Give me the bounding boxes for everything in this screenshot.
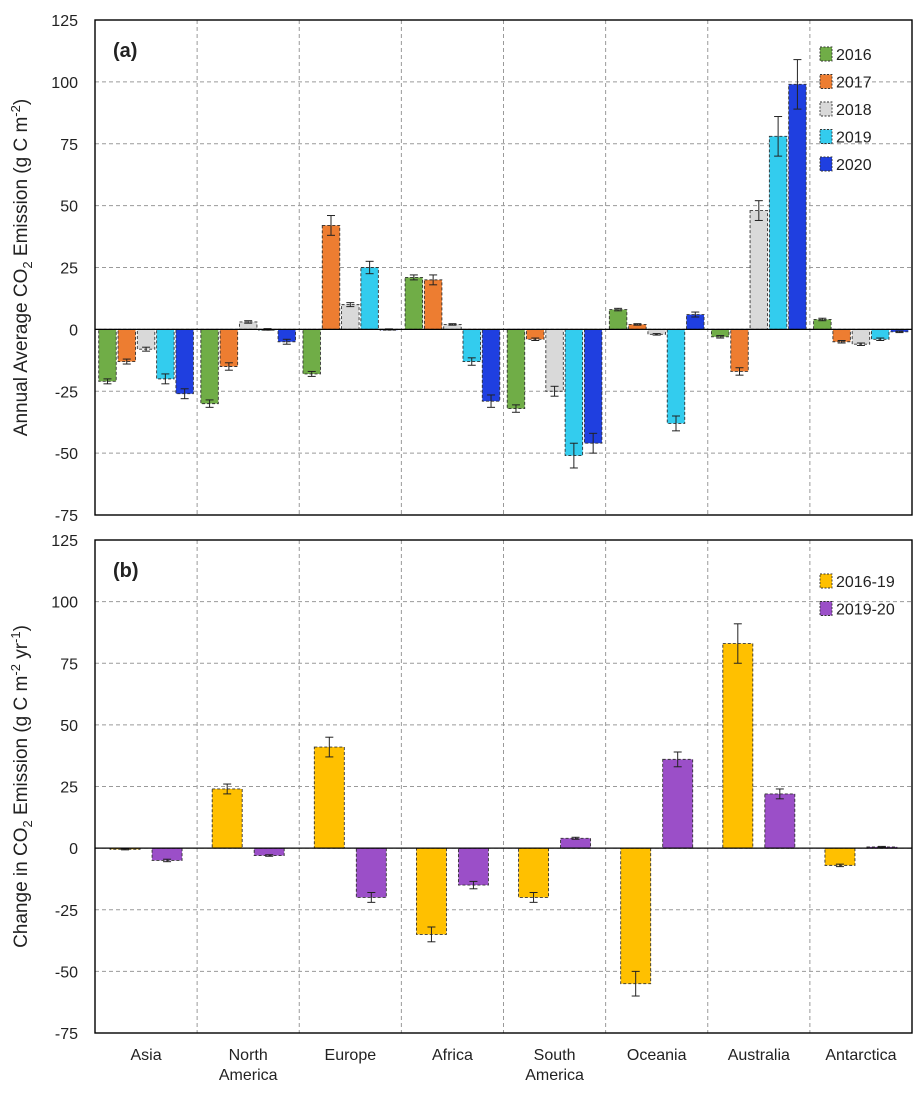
y-axis-label: Annual Average CO2 Emission (g C m-2) xyxy=(8,99,35,436)
legend-swatch-2017 xyxy=(819,74,833,89)
category-label-antarctica: Antarctica xyxy=(825,1047,896,1064)
bar-2020-north-america xyxy=(277,328,296,343)
bar-2020-asia xyxy=(175,328,194,395)
bar-2016-19-north-america xyxy=(211,788,243,849)
bar-2016-19-south-america xyxy=(518,847,550,898)
bar-2017-europe xyxy=(321,224,341,330)
bar-2017-asia xyxy=(117,328,136,362)
bar-2016-australia xyxy=(711,328,730,338)
bar-2016-africa xyxy=(404,276,424,330)
bar-2016-europe xyxy=(302,328,321,375)
panel-label: (a) xyxy=(113,40,137,62)
bar-2019-australia xyxy=(768,135,788,330)
y-tick-label: 100 xyxy=(51,595,78,612)
legend-label-2020: 2020 xyxy=(836,157,872,174)
y-tick-label: -50 xyxy=(55,964,78,981)
y-tick-label: 125 xyxy=(51,13,78,30)
bar-2018-south-america xyxy=(545,328,564,392)
y-tick-label: 0 xyxy=(69,841,78,858)
y-axis-label: Change in CO2 Emission (g C m-2 yr-1) xyxy=(8,625,35,948)
legend-swatch-2018 xyxy=(819,101,833,117)
category-label-australia: Australia xyxy=(728,1047,790,1064)
y-tick-label: -75 xyxy=(55,508,78,525)
y-tick-label: 100 xyxy=(51,75,78,92)
y-tick-label: 75 xyxy=(60,137,78,154)
plot-frame xyxy=(94,19,913,516)
bar-2020-africa xyxy=(481,328,501,402)
y-tick-label: -50 xyxy=(55,446,78,463)
bar-2019-africa xyxy=(462,328,481,362)
y-tick-label: 0 xyxy=(69,322,78,339)
bar-2018-antarctica xyxy=(851,328,871,345)
bar-2016-south-america xyxy=(506,328,526,410)
category-axis: Asia North America Europe Africa South America… xyxy=(131,1047,897,1084)
y-tick-label: -75 xyxy=(55,1026,78,1043)
panel-label: (b) xyxy=(113,560,139,582)
y-tick-label: 75 xyxy=(60,656,78,673)
legend-label-2019: 2019 xyxy=(836,130,872,147)
bar-2017-africa xyxy=(423,279,443,330)
bar-2016-19-africa xyxy=(415,847,447,935)
bar-2019-20-africa xyxy=(457,847,489,886)
bar-2016-north-america xyxy=(200,328,219,405)
bar-2016-asia xyxy=(98,328,117,382)
y-tick-label: 125 xyxy=(51,533,78,550)
y-tick-label: 25 xyxy=(60,780,78,797)
bar-2019-20-oceania xyxy=(662,758,694,849)
category-label-south-america: South America xyxy=(525,1047,584,1084)
category-label-oceania: Oceania xyxy=(627,1047,687,1064)
bar-2019-europe xyxy=(360,267,379,330)
bar-2016-19-australia xyxy=(722,643,754,849)
panel-a: 125 100 75 50 25 0 -25 -50 -75 (a) 2016 2017 2018 201… xyxy=(8,13,913,525)
bar-2019-oceania xyxy=(666,328,686,424)
bar-2016-19-europe xyxy=(313,746,345,849)
bar-2017-north-america xyxy=(219,328,239,367)
category-label-europe: Europe xyxy=(325,1047,377,1064)
legend-swatch-2020 xyxy=(819,156,833,172)
y-tick-label: -25 xyxy=(55,903,78,920)
bar-2017-antarctica xyxy=(832,328,851,343)
legend-label-2019-20: 2019-20 xyxy=(836,602,895,619)
bar-2020-south-america xyxy=(583,328,603,444)
y-tick-label: -25 xyxy=(55,384,78,401)
legend-label-2016-19: 2016-19 xyxy=(836,574,895,591)
bar-2019-20-australia xyxy=(764,793,796,849)
bar-2016-oceania xyxy=(608,309,628,330)
category-label-asia: Asia xyxy=(131,1047,162,1064)
legend-swatch-2016-19 xyxy=(819,573,833,589)
y-tick-label: 50 xyxy=(60,199,78,216)
bar-2018-australia xyxy=(749,210,769,330)
bar-2016-19-antarctica xyxy=(824,847,856,866)
legend-label-2018: 2018 xyxy=(836,102,872,119)
legend-swatch-2019-20 xyxy=(819,601,833,616)
bar-2019-20-europe xyxy=(355,847,387,898)
plot-frame xyxy=(94,539,913,1034)
legend-swatch-2019 xyxy=(819,129,833,144)
category-label-north-america: North America xyxy=(219,1047,278,1084)
y-tick-label: 25 xyxy=(60,261,78,278)
legend-label-2016: 2016 xyxy=(836,47,872,64)
bar-2019-asia xyxy=(156,328,175,380)
legend-swatch-2016 xyxy=(819,46,833,62)
panel-b: 125 100 75 50 25 0 -25 -50 -75 (b) 2016-19 2019-20 C… xyxy=(8,533,913,1043)
bar-2018-north-america xyxy=(238,321,258,330)
bar-2017-australia xyxy=(730,328,749,372)
bar-2016-19-oceania xyxy=(620,847,652,985)
legend-label-2017: 2017 xyxy=(836,75,872,92)
bar-2018-europe xyxy=(341,304,360,330)
bar-2019-20-asia xyxy=(151,847,183,861)
category-label-africa: Africa xyxy=(432,1047,473,1064)
bar-2019-south-america xyxy=(564,328,584,457)
bar-2018-asia xyxy=(136,328,156,350)
bar-2020-australia xyxy=(788,83,807,330)
y-tick-label: 50 xyxy=(60,718,78,735)
